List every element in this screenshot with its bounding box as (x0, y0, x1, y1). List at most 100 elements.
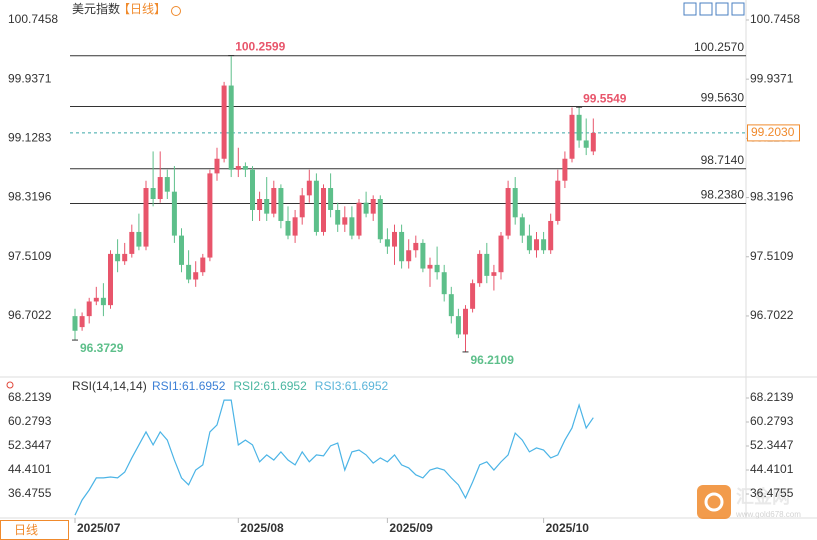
candle-body (200, 257, 206, 273)
candle-body (108, 253, 113, 306)
candle-body (484, 253, 490, 276)
candle-body (242, 166, 248, 170)
level-label: 98.2380 (701, 188, 745, 202)
tool-icon[interactable] (715, 2, 729, 16)
candle-body (285, 220, 291, 236)
candle-body (555, 180, 561, 221)
candle-body (562, 158, 568, 181)
y-tick-label-right: 36.4755 (750, 486, 794, 500)
candle-body (179, 235, 184, 265)
candle-body (406, 250, 412, 262)
tool-icon[interactable] (683, 2, 697, 16)
y-tick-label: 44.4101 (8, 462, 52, 476)
candle-body (420, 242, 426, 269)
candle-body (207, 173, 213, 258)
candle-body (250, 169, 255, 210)
watermark: 汇金网 www.gold678.com (697, 485, 801, 519)
candle-body (413, 242, 419, 251)
candle-body (505, 188, 511, 236)
y-tick-label-right: 99.9371 (750, 71, 794, 85)
watermark-site: www.gold678.com (735, 510, 801, 519)
candle-body (143, 188, 149, 247)
candle-body (257, 199, 263, 210)
candle-body (477, 253, 483, 284)
candle-body (349, 217, 355, 236)
candle-body (93, 297, 99, 302)
candle-body (235, 166, 241, 170)
candle-body (583, 140, 589, 148)
y-tick-label-right: 96.7022 (750, 308, 794, 322)
candle-body (363, 202, 369, 214)
candle-body (306, 180, 312, 196)
level-label: 100.2570 (694, 40, 744, 54)
candle-body (321, 188, 326, 232)
candle-body (434, 264, 440, 273)
low-annotation: 96.2109 (471, 353, 515, 367)
y-tick-label-right: 60.2793 (750, 414, 794, 428)
watermark-brand: 汇金网 (736, 486, 790, 507)
candle-body (164, 177, 170, 192)
candle-body (491, 272, 497, 276)
low-annotation: 96.3729 (80, 341, 124, 355)
watermark-logo (697, 485, 731, 519)
legend-entry: RSI3:61.6952 (315, 379, 389, 393)
tool-icon[interactable] (699, 2, 713, 16)
candle-body (335, 209, 341, 225)
candle-body (100, 297, 106, 306)
candle-body (526, 235, 532, 251)
candle-body (356, 202, 362, 236)
candle-body (136, 231, 142, 247)
period-tab-label[interactable]: 日线 (14, 523, 38, 537)
candle-body (427, 264, 433, 269)
indicator-title: RSI(14,14,14) (72, 379, 147, 393)
rsi-icon[interactable] (6, 381, 14, 389)
y-tick-label: 97.5109 (8, 249, 52, 263)
candle-body (512, 188, 518, 218)
high-annotation: 100.2599 (235, 40, 285, 54)
legend-entry: RSI1:61.6952 (152, 379, 226, 393)
x-tick-label: 2025/08 (240, 521, 284, 535)
y-tick-label: 99.1283 (8, 131, 52, 145)
rsi-line (74, 399, 594, 516)
y-tick-label: 36.4755 (8, 486, 52, 500)
candle-body (392, 231, 397, 247)
y-tick-label: 100.7458 (8, 12, 58, 26)
candle-body (342, 217, 348, 225)
watermark-logo (704, 492, 724, 512)
candle-body (541, 239, 547, 251)
y-tick-label-right: 44.4101 (750, 462, 794, 476)
candle-body (455, 316, 461, 335)
candle-body (186, 264, 192, 280)
candle-body (292, 217, 298, 236)
x-tick-label: 2025/07 (77, 521, 121, 535)
candle-body (463, 308, 468, 335)
candle-body (228, 85, 234, 170)
candle-body (278, 188, 284, 221)
last-price-box (747, 124, 800, 142)
candle-body (193, 272, 199, 280)
settings-icon[interactable] (171, 6, 181, 16)
y-tick-label-right: 97.5109 (750, 249, 794, 263)
candle-body (150, 188, 156, 200)
last-price-label: 99.2030 (751, 125, 795, 139)
y-tick-label: 68.2139 (8, 390, 52, 404)
candle-body (72, 316, 78, 331)
y-tick-label-right: 52.3447 (750, 438, 794, 452)
legend-entry: RSI2:61.6952 (233, 379, 307, 393)
y-tick-label-right: 100.7458 (750, 12, 800, 26)
candle-body (171, 191, 177, 236)
x-tick-label: 2025/09 (389, 521, 433, 535)
candle-body (384, 239, 390, 247)
chart-title: 美元指数 (72, 1, 120, 16)
toolbar (683, 2, 745, 16)
candle-body (470, 283, 476, 309)
candle-body (115, 253, 121, 262)
tool-icon[interactable] (731, 2, 745, 16)
candle-body (271, 188, 277, 214)
candle-body (313, 180, 319, 232)
y-tick-label: 98.3196 (8, 190, 52, 204)
candle-body (328, 188, 334, 210)
candle-body (299, 195, 305, 218)
